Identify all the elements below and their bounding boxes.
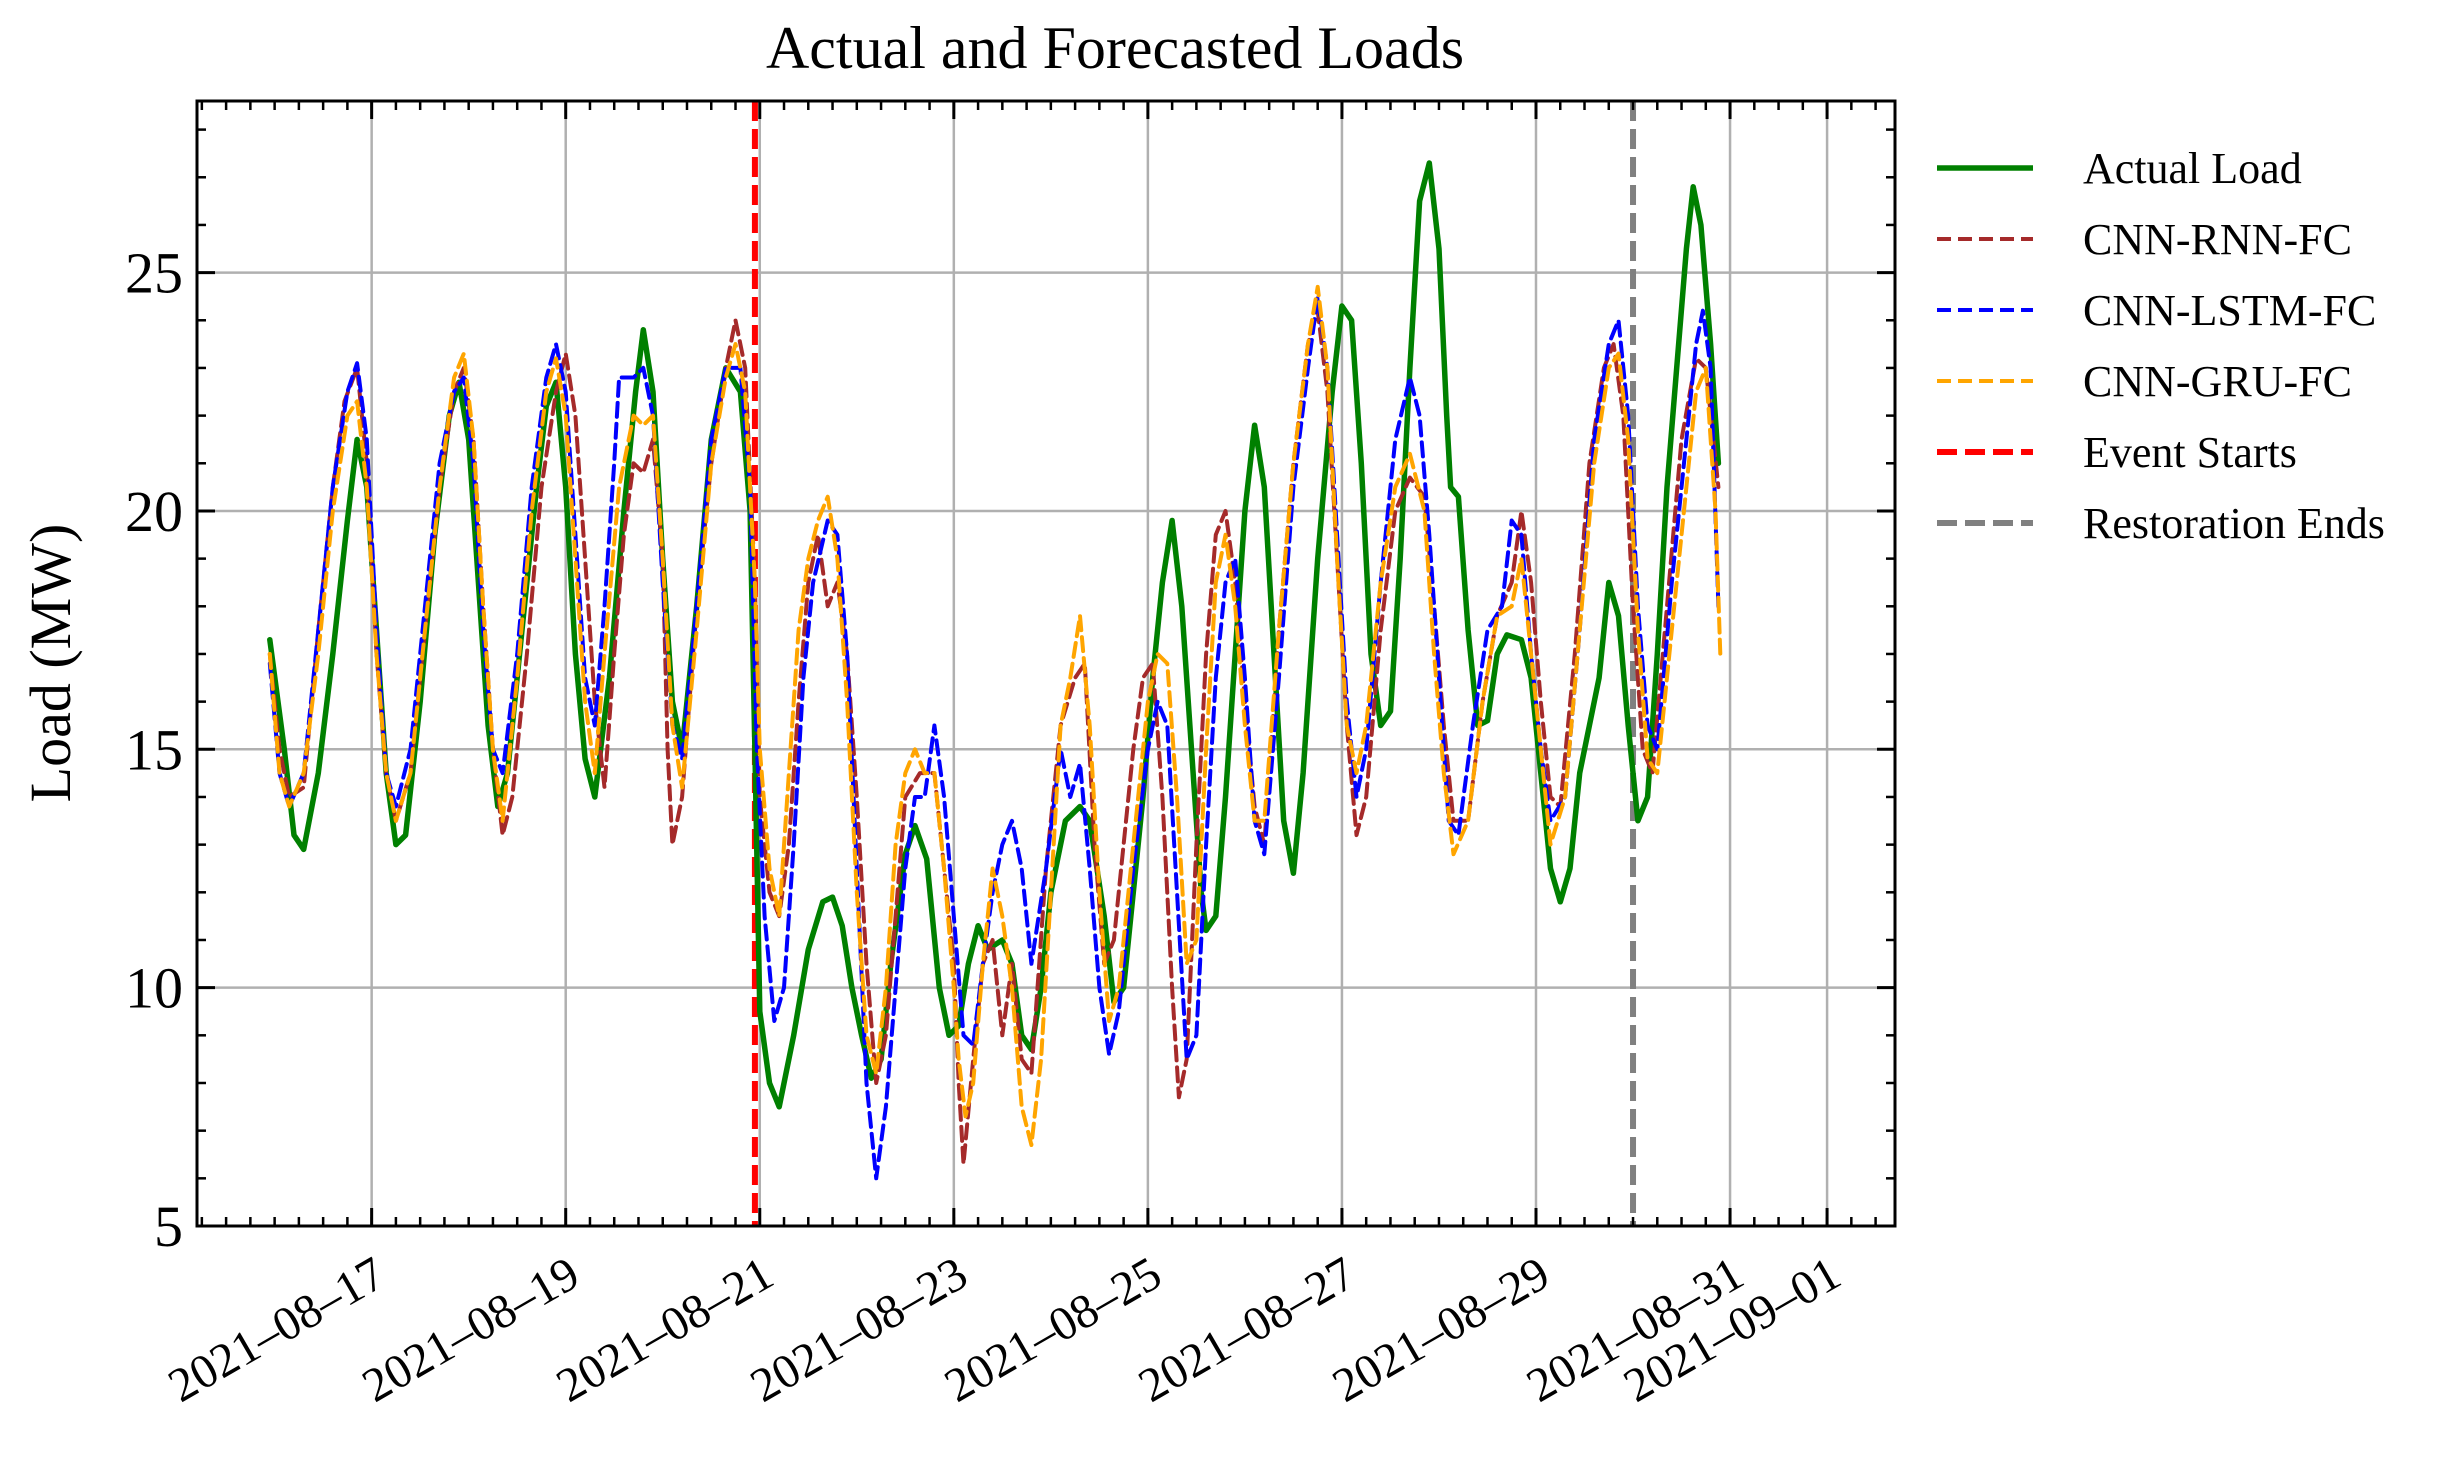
y-tick-label-2: 15 bbox=[125, 717, 183, 782]
x-tick-label-2: 2021‒08‒21 bbox=[548, 1247, 782, 1413]
chart-title: Actual and Forecasted Loads bbox=[766, 15, 1464, 81]
series-line-1 bbox=[267, 308, 1721, 1166]
legend-label-0: Actual Load bbox=[2083, 144, 2302, 193]
y-tick-labels: 5 10 15 20 25 bbox=[125, 241, 183, 1259]
axis-ticks bbox=[197, 101, 1895, 1228]
x-tick-label-3: 2021‒08‒23 bbox=[742, 1247, 976, 1413]
x-tick-label-1: 2021‒08‒19 bbox=[354, 1247, 588, 1413]
y-tick-label-3: 20 bbox=[125, 479, 183, 544]
legend: Actual Load CNN-RNN-FC CNN-LSTM-FC CNN-GRU-… bbox=[1937, 144, 2385, 548]
series-lines bbox=[267, 160, 1723, 1181]
legend-label-5: Restoration Ends bbox=[2083, 499, 2385, 548]
y-axis-label: Load (MW) bbox=[18, 524, 83, 803]
grid bbox=[197, 101, 1895, 1226]
y-tick-label-4: 25 bbox=[125, 241, 183, 306]
x-tick-labels: 2021‒08‒172021‒08‒192021‒08‒212021‒08‒23… bbox=[160, 1247, 1850, 1413]
event-markers bbox=[751, 101, 1637, 1226]
x-tick-label-4: 2021‒08‒25 bbox=[936, 1247, 1170, 1413]
legend-label-2: CNN-LSTM-FC bbox=[2083, 286, 2376, 335]
y-tick-label-0: 5 bbox=[154, 1194, 183, 1259]
legend-label-4: Event Starts bbox=[2083, 428, 2297, 477]
legend-label-1: CNN-RNN-FC bbox=[2083, 215, 2352, 264]
legend-label-3: CNN-GRU-FC bbox=[2083, 357, 2352, 406]
series-line-3 bbox=[267, 284, 1723, 1147]
plot-frame bbox=[195, 99, 1897, 1228]
x-tick-label-0: 2021‒08‒17 bbox=[160, 1247, 394, 1413]
y-tick-label-1: 10 bbox=[125, 956, 183, 1021]
x-tick-label-6: 2021‒08‒29 bbox=[1324, 1247, 1558, 1413]
x-tick-label-5: 2021‒08‒27 bbox=[1130, 1247, 1364, 1413]
